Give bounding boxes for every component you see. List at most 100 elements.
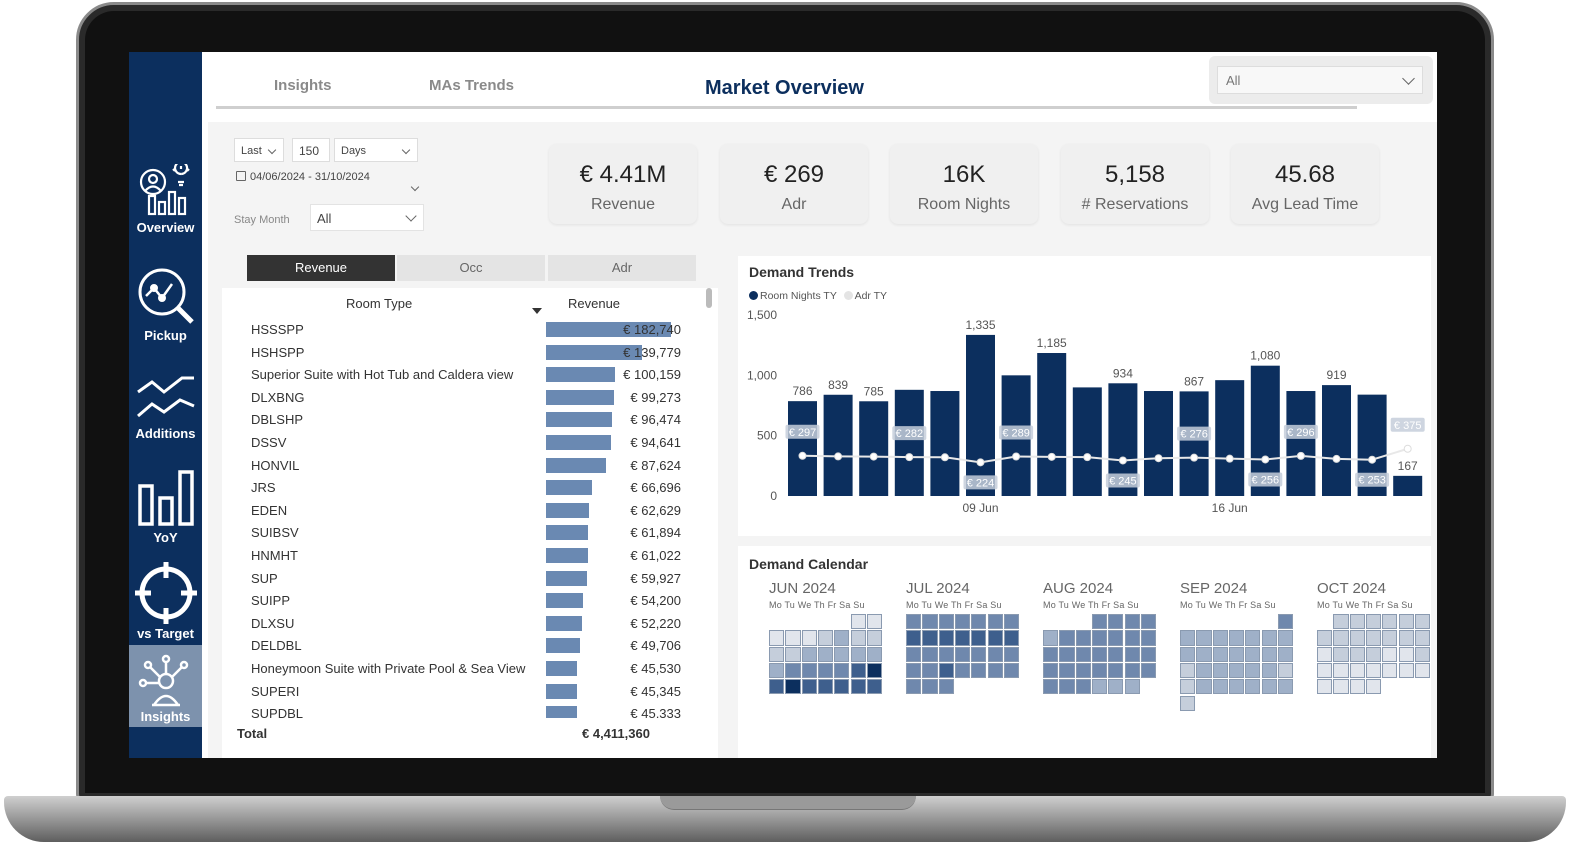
- table-scrollbar[interactable]: [706, 288, 712, 308]
- calendar-day-cell[interactable]: [922, 646, 938, 662]
- sort-desc-icon[interactable]: [532, 308, 542, 314]
- calendar-day-cell[interactable]: [1091, 646, 1108, 662]
- sidebar-item-yoy[interactable]: YoY: [129, 468, 202, 564]
- calendar-day-cell[interactable]: [1277, 662, 1294, 679]
- calendar-day-cell[interactable]: [850, 646, 866, 662]
- calendar-day-cell[interactable]: [1043, 679, 1059, 695]
- calendar-day-cell[interactable]: [834, 630, 850, 646]
- calendar-day-cell[interactable]: [971, 630, 987, 646]
- table-row[interactable]: DLXBNG € 99,273: [251, 387, 681, 409]
- stay-month-dropdown[interactable]: All: [310, 204, 424, 231]
- calendar-day-cell[interactable]: [954, 662, 971, 679]
- calendar-day-cell[interactable]: [1212, 662, 1228, 679]
- calendar-day-cell[interactable]: [1245, 679, 1261, 695]
- calendar-day-cell[interactable]: [1333, 630, 1349, 646]
- calendar-day-cell[interactable]: [1124, 630, 1140, 646]
- market-selector-box[interactable]: All: [1217, 66, 1423, 94]
- calendar-day-cell[interactable]: [1212, 630, 1228, 646]
- calendar-day-cell[interactable]: [1140, 646, 1157, 662]
- calendar-day-cell[interactable]: [1365, 646, 1382, 662]
- calendar-day-cell[interactable]: [906, 662, 922, 679]
- calendar-day-cell[interactable]: [1196, 646, 1212, 662]
- calendar-day-cell[interactable]: [834, 662, 850, 679]
- calendar-day-cell[interactable]: [1180, 695, 1196, 711]
- calendar-day-cell[interactable]: [938, 679, 954, 695]
- calendar-day-cell[interactable]: [987, 662, 1003, 679]
- calendar-day-cell[interactable]: [1365, 679, 1382, 695]
- calendar-day-cell[interactable]: [769, 679, 785, 695]
- calendar-day-cell[interactable]: [866, 630, 883, 646]
- table-row[interactable]: Honeymoon Suite with Private Pool & Sea …: [251, 658, 681, 680]
- calendar-day-cell[interactable]: [1333, 679, 1349, 695]
- calendar-day-cell[interactable]: [1108, 646, 1124, 662]
- segment-occ[interactable]: Occ: [397, 255, 545, 281]
- calendar-day-cell[interactable]: [866, 679, 883, 695]
- calendar-day-cell[interactable]: [1003, 662, 1020, 679]
- calendar-day-cell[interactable]: [971, 614, 987, 630]
- calendar-day-cell[interactable]: [1261, 630, 1277, 646]
- calendar-day-cell[interactable]: [971, 662, 987, 679]
- calendar-day-cell[interactable]: [1333, 614, 1349, 630]
- table-row[interactable]: SUPDBL € 45,333: [251, 703, 681, 725]
- calendar-day-cell[interactable]: [1228, 662, 1245, 679]
- calendar-day-cell[interactable]: [1261, 646, 1277, 662]
- calendar-day-cell[interactable]: [1108, 630, 1124, 646]
- calendar-day-cell[interactable]: [1196, 679, 1212, 695]
- calendar-day-cell[interactable]: [1382, 630, 1398, 646]
- calendar-day-cell[interactable]: [987, 646, 1003, 662]
- calendar-day-cell[interactable]: [1059, 630, 1075, 646]
- calendar-day-cell[interactable]: [1333, 662, 1349, 679]
- calendar-day-cell[interactable]: [1003, 630, 1020, 646]
- calendar-day-cell[interactable]: [1317, 646, 1333, 662]
- calendar-day-cell[interactable]: [1091, 630, 1108, 646]
- calendar-day-cell[interactable]: [1414, 630, 1431, 646]
- calendar-day-cell[interactable]: [1365, 614, 1382, 630]
- calendar-day-cell[interactable]: [850, 662, 866, 679]
- calendar-day-cell[interactable]: [922, 662, 938, 679]
- calendar-day-cell[interactable]: [1059, 662, 1075, 679]
- calendar-day-cell[interactable]: [1228, 630, 1245, 646]
- calendar-day-cell[interactable]: [866, 646, 883, 662]
- calendar-day-cell[interactable]: [1075, 646, 1091, 662]
- table-row[interactable]: HONVIL € 87,624: [251, 455, 681, 477]
- table-row[interactable]: DLXSU € 52,220: [251, 613, 681, 635]
- calendar-day-cell[interactable]: [1365, 662, 1382, 679]
- calendar-day-cell[interactable]: [850, 614, 866, 630]
- calendar-day-cell[interactable]: [987, 630, 1003, 646]
- tab-insights[interactable]: Insights: [274, 77, 332, 94]
- sidebar-item-additions[interactable]: Additions: [129, 368, 202, 464]
- calendar-day-cell[interactable]: [906, 614, 922, 630]
- column-header-room-type[interactable]: Room Type: [346, 296, 413, 311]
- calendar-day-cell[interactable]: [1091, 679, 1108, 695]
- table-row[interactable]: SUIBSV € 61,894: [251, 522, 681, 544]
- calendar-day-cell[interactable]: [1261, 662, 1277, 679]
- calendar-day-cell[interactable]: [1180, 646, 1196, 662]
- calendar-day-cell[interactable]: [1261, 679, 1277, 695]
- tab-mas-trends[interactable]: MAs Trends: [429, 77, 515, 94]
- calendar-day-cell[interactable]: [801, 662, 817, 679]
- calendar-day-cell[interactable]: [785, 630, 801, 646]
- relative-dropdown[interactable]: Last: [234, 138, 284, 162]
- calendar-day-cell[interactable]: [954, 630, 971, 646]
- calendar-day-cell[interactable]: [1180, 630, 1196, 646]
- calendar-day-cell[interactable]: [1277, 630, 1294, 646]
- calendar-day-cell[interactable]: [1349, 646, 1365, 662]
- calendar-day-cell[interactable]: [1349, 630, 1365, 646]
- table-row[interactable]: HSSSPP € 182,740: [251, 319, 681, 341]
- calendar-day-cell[interactable]: [1043, 646, 1059, 662]
- table-row[interactable]: HNMHT € 61,022: [251, 545, 681, 567]
- calendar-day-cell[interactable]: [971, 646, 987, 662]
- calendar-day-cell[interactable]: [1398, 646, 1414, 662]
- calendar-day-cell[interactable]: [1075, 630, 1091, 646]
- calendar-day-cell[interactable]: [1091, 614, 1108, 630]
- calendar-day-cell[interactable]: [1108, 662, 1124, 679]
- sidebar-item-insights[interactable]: Insights: [129, 645, 202, 727]
- sidebar-item-pickup[interactable]: Pickup: [129, 266, 202, 362]
- calendar-day-cell[interactable]: [1349, 662, 1365, 679]
- calendar-day-cell[interactable]: [1196, 662, 1212, 679]
- calendar-day-cell[interactable]: [801, 630, 817, 646]
- segment-revenue[interactable]: Revenue: [247, 255, 395, 281]
- calendar-day-cell[interactable]: [1398, 614, 1414, 630]
- calendar-day-cell[interactable]: [1414, 646, 1431, 662]
- calendar-day-cell[interactable]: [922, 614, 938, 630]
